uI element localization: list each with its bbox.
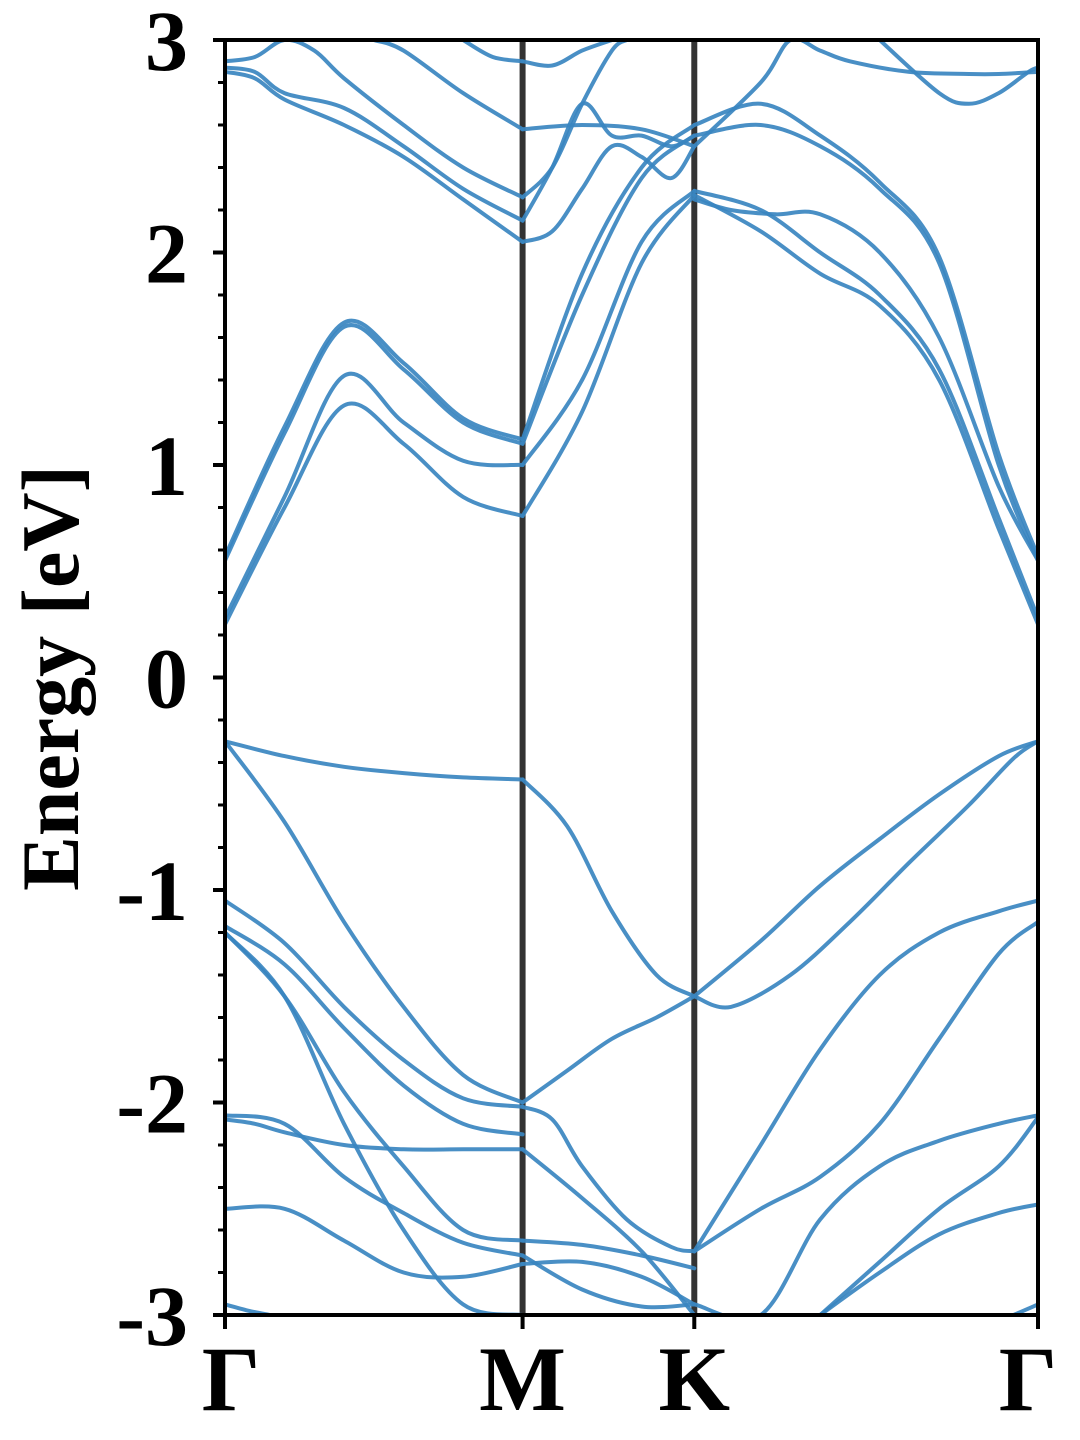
y-tick-label: -2: [116, 1056, 188, 1152]
band-line-3: [692, 739, 1038, 999]
band-line-30: [225, 318, 525, 559]
band-line-48: [877, 40, 1038, 106]
y-axis-label: Energy [eV]: [5, 465, 96, 891]
band-line-9: [520, 1104, 697, 1254]
band-line-42: [520, 40, 629, 200]
band-line-7: [225, 898, 525, 1109]
y-tick-label: 1: [145, 418, 188, 514]
band-line-24: [225, 401, 525, 627]
band-line-17: [225, 1113, 525, 1258]
band-line-13: [520, 1238, 697, 1271]
band-line-27: [520, 188, 697, 467]
x-tick-label-m: M: [479, 1328, 566, 1430]
band-line-35: [692, 101, 1038, 559]
x-tick-label-k: K: [659, 1328, 731, 1430]
band-line-23: [818, 1115, 1038, 1315]
y-tick-label: 0: [145, 631, 188, 727]
band-line-22: [818, 1202, 1038, 1315]
band-line-47: [692, 40, 1038, 149]
band-lines: [225, 40, 1038, 1315]
band-line-20: [520, 1259, 697, 1307]
band-line-38: [520, 142, 697, 244]
y-tick-label: -3: [116, 1268, 188, 1364]
band-line-46: [520, 40, 614, 68]
band-line-37: [225, 69, 525, 244]
band-line-2: [520, 777, 697, 999]
band-line-11: [692, 919, 1038, 1254]
band-line-25: [520, 193, 697, 518]
band-line-28: [225, 323, 525, 563]
band-line-44: [520, 123, 697, 149]
band-line-1: [225, 739, 525, 782]
band-line-4: [692, 739, 1038, 1010]
x-tick-label-γ: Γ: [202, 1328, 261, 1430]
band-line-14: [225, 1117, 525, 1152]
band-line-41: [225, 40, 525, 200]
band-line-26: [225, 371, 525, 620]
band-line-21: [692, 1113, 1038, 1315]
y-tick-label: 2: [145, 206, 188, 302]
plot-frame: [223, 38, 1040, 1317]
band-line-43: [371, 40, 525, 132]
band-line-40: [520, 101, 697, 223]
band-line-16: [225, 930, 525, 1315]
y-tick-label: -1: [116, 843, 188, 939]
x-tick-label-γ: Γ: [999, 1328, 1058, 1430]
band-line-18: [520, 1253, 697, 1310]
band-line-39: [225, 65, 525, 223]
band-line-5: [225, 739, 525, 1105]
band-line-34: [692, 122, 1038, 563]
y-tick-label: 3: [145, 0, 188, 89]
band-line-10: [692, 898, 1038, 1254]
band-line-15: [520, 1147, 697, 1315]
band-line-8: [225, 924, 525, 1137]
band-line-32: [692, 193, 1038, 627]
band-line-36: [692, 197, 1038, 563]
band-line-19: [225, 1204, 525, 1280]
high-symmetry-lines: [519, 40, 698, 1315]
band-line-29: [520, 133, 697, 446]
band-line-45: [461, 40, 525, 64]
band-line-6: [520, 994, 697, 1105]
y-axis: 3 2 1 0 -1 -2 -3: [116, 0, 225, 1364]
band-line-33: [692, 188, 1038, 620]
